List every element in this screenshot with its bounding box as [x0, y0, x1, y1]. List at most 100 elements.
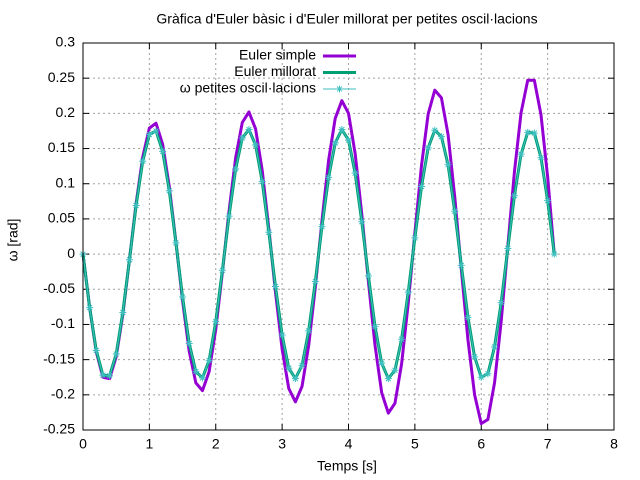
chart-title: Gràfica d'Euler bàsic i d'Euler millorat… — [156, 11, 537, 27]
point-marker — [497, 299, 505, 307]
point-marker — [464, 313, 472, 321]
y-tick-label: -0.05 — [43, 280, 75, 296]
point-marker — [398, 335, 406, 343]
point-marker — [411, 234, 419, 242]
point-marker — [451, 207, 459, 215]
point-marker — [491, 343, 499, 351]
point-marker — [212, 318, 220, 326]
point-marker — [544, 197, 552, 205]
point-marker — [504, 244, 512, 252]
point-marker — [364, 272, 372, 280]
point-marker — [424, 144, 432, 152]
point-marker — [258, 178, 266, 186]
legend-marker — [336, 85, 343, 93]
point-marker — [185, 339, 193, 347]
point-marker — [218, 266, 226, 274]
point-marker — [517, 150, 525, 158]
point-marker — [338, 126, 346, 134]
point-marker — [530, 129, 538, 137]
point-marker — [471, 353, 479, 361]
legend-label: Euler millorat — [234, 63, 316, 79]
point-marker — [125, 256, 133, 264]
y-tick-label: 0.3 — [56, 34, 76, 50]
y-tick-label: -0.1 — [51, 315, 75, 331]
x-tick-label: 2 — [212, 436, 220, 452]
point-marker — [384, 375, 392, 383]
point-marker — [484, 370, 492, 378]
plot-frame — [82, 42, 615, 431]
point-marker — [152, 127, 160, 135]
point-marker — [311, 278, 319, 286]
x-axis-label: Temps [s] — [317, 458, 377, 474]
point-marker — [358, 218, 366, 226]
point-marker — [550, 250, 558, 258]
point-marker — [238, 134, 246, 142]
point-marker — [537, 154, 545, 162]
point-marker — [404, 288, 412, 296]
x-tick-label: 8 — [610, 436, 618, 452]
point-marker — [245, 126, 253, 134]
y-tick-label: 0.15 — [48, 139, 75, 155]
point-marker — [112, 350, 120, 358]
point-marker — [172, 239, 180, 247]
y-tick-label: 0.2 — [56, 104, 76, 120]
point-marker — [524, 128, 532, 136]
y-tick-label: -0.25 — [43, 421, 75, 437]
point-marker — [192, 368, 200, 376]
plot-area — [79, 78, 558, 426]
y-tick-label: 0 — [67, 245, 75, 261]
point-marker — [139, 157, 147, 165]
point-marker — [225, 212, 233, 220]
point-marker — [198, 374, 206, 382]
grid — [82, 42, 615, 431]
y-tick-label: -0.15 — [43, 350, 75, 366]
point-marker — [252, 141, 260, 149]
point-marker — [145, 130, 153, 138]
legend-label: Euler simple — [239, 47, 316, 63]
point-marker — [418, 183, 426, 191]
y-tick-label: 0.05 — [48, 210, 75, 226]
x-tick-label: 7 — [544, 436, 552, 452]
y-tick-label: 0.1 — [56, 174, 76, 190]
point-marker — [371, 323, 379, 331]
x-tick-label: 4 — [345, 436, 353, 452]
point-marker — [92, 346, 100, 354]
x-tick-label: 0 — [79, 436, 87, 452]
y-tick-label: -0.2 — [51, 386, 75, 402]
point-marker — [99, 371, 107, 379]
point-marker — [351, 169, 359, 177]
point-marker — [318, 223, 326, 231]
point-marker — [391, 366, 399, 374]
point-marker — [119, 308, 127, 316]
point-marker — [291, 375, 299, 383]
x-tick-label: 5 — [411, 436, 419, 452]
point-marker — [159, 147, 167, 155]
point-marker — [179, 293, 187, 301]
point-marker — [437, 133, 445, 141]
x-tick-label: 3 — [278, 436, 286, 452]
point-marker — [278, 331, 286, 339]
y-tick-label: 0.25 — [48, 69, 75, 85]
point-marker — [331, 139, 339, 147]
point-marker — [86, 304, 94, 312]
x-tick-label: 6 — [477, 436, 485, 452]
point-marker — [378, 359, 386, 367]
series-line — [82, 129, 555, 380]
point-marker — [510, 192, 518, 200]
point-marker — [106, 372, 114, 380]
point-marker — [305, 327, 313, 335]
point-marker — [298, 361, 306, 369]
point-marker — [285, 364, 293, 372]
point-marker — [265, 228, 273, 236]
point-marker — [271, 282, 279, 290]
point-marker — [165, 187, 173, 195]
point-marker — [477, 373, 485, 381]
point-marker — [325, 173, 333, 181]
point-marker — [205, 356, 213, 364]
point-marker — [132, 202, 140, 210]
legend-label: ω petites oscil·lacions — [180, 80, 316, 96]
x-tick-label: 1 — [145, 436, 153, 452]
point-marker — [444, 161, 452, 169]
